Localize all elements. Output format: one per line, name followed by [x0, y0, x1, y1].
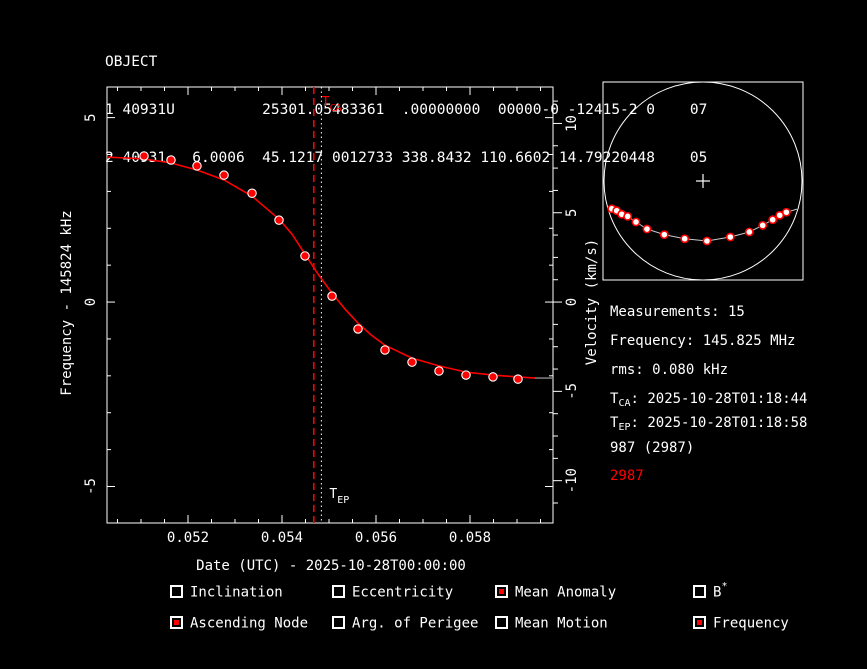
toggle-label: Eccentricity	[352, 584, 454, 601]
velocity-tick-label: 0	[564, 298, 580, 306]
data-point[interactable]	[513, 374, 523, 384]
velocity-tick-label: -10	[564, 468, 580, 493]
sky-data-point[interactable]	[702, 236, 712, 246]
sky-data-point[interactable]	[744, 227, 754, 237]
toggle-mean-motion[interactable]: Mean Motion	[495, 614, 608, 632]
sky-data-point[interactable]	[623, 211, 633, 221]
toggle-label: Frequency	[713, 615, 789, 632]
rms-value: rms: 0.080 kHz	[610, 362, 729, 378]
data-point[interactable]	[434, 366, 444, 376]
sky-plot	[602, 81, 804, 281]
toggle-label: Ascending Node	[190, 615, 309, 632]
freq-tick-label: 0	[83, 298, 99, 306]
toggle-ascending-node[interactable]: Ascending Node	[170, 614, 308, 632]
sky-data-point[interactable]	[725, 232, 735, 242]
x-axis-label: Date (UTC) - 2025-10-28T00:00:00	[196, 558, 466, 574]
x-tick-label: 0.054	[261, 530, 303, 546]
tep-label: TEP	[329, 487, 349, 506]
toggle-label: Mean Motion	[515, 615, 608, 632]
toggle-label: Inclination	[190, 584, 283, 601]
checkbox-icon[interactable]	[170, 585, 183, 599]
horizon-circle	[603, 81, 803, 281]
sky-data-point[interactable]	[642, 224, 652, 234]
checkbox-icon[interactable]	[495, 585, 508, 599]
tle-object-name: OBJECT	[105, 54, 158, 70]
x-tick-label: 0.056	[355, 530, 397, 546]
plot-frame	[106, 86, 554, 524]
checkbox-icon[interactable]	[332, 585, 345, 599]
checkbox-icon[interactable]	[693, 585, 706, 599]
data-point[interactable]	[353, 324, 363, 334]
checkbox-icon[interactable]	[495, 616, 508, 630]
data-point[interactable]	[274, 215, 284, 225]
sky-data-point[interactable]	[631, 217, 641, 227]
checkbox-icon[interactable]	[170, 616, 183, 630]
data-point[interactable]	[300, 251, 310, 261]
toggle-label: B*	[713, 581, 728, 601]
tep-timestamp: TEP: 2025-10-28T01:18:58	[610, 415, 808, 433]
doppler-plot[interactable]: 0.052 0.054 0.056 0.058 5 0 -5 10 5 0 -5 -10 Date (U…	[59, 86, 600, 574]
data-point[interactable]	[461, 370, 471, 380]
data-point[interactable]	[139, 151, 149, 161]
y-left-axis-label: Frequency - 145824 kHz	[59, 210, 75, 395]
tle-line1: 1 40931U 25301.05483361 .00000000 00000-…	[105, 102, 708, 118]
sky-data-point[interactable]	[758, 220, 768, 230]
reference-frequency: Frequency: 145.825 MHz	[610, 333, 796, 349]
toggle-frequency[interactable]: Frequency	[693, 614, 789, 632]
data-point[interactable]	[219, 170, 229, 180]
tca-label: TCA	[322, 95, 342, 114]
data-point[interactable]	[488, 372, 498, 382]
sky-data-point[interactable]	[768, 215, 778, 225]
sky-data-point[interactable]	[659, 230, 669, 240]
toggle-eccentricity[interactable]: Eccentricity	[332, 583, 453, 601]
data-point[interactable]	[327, 291, 337, 301]
velocity-tick-label: 5	[564, 209, 580, 217]
sky-data-point[interactable]	[680, 234, 690, 244]
velocity-tick-label: -5	[564, 383, 580, 400]
data-point[interactable]	[166, 155, 176, 165]
velocity-tick-label: 10	[564, 115, 580, 132]
data-point[interactable]	[192, 161, 202, 171]
toggle-bstar[interactable]: B*	[693, 581, 728, 601]
sky-data-point[interactable]	[781, 207, 791, 217]
y-right-axis-label: Velocity (km/s)	[584, 239, 600, 365]
tca-timestamp: TCA: 2025-10-28T01:18:44	[610, 391, 808, 409]
x-tick-label: 0.052	[167, 530, 209, 546]
checkbox-icon[interactable]	[693, 616, 706, 630]
toggle-arg-of-perigee[interactable]: Arg. of Perigee	[332, 614, 478, 632]
checkbox-icon[interactable]	[332, 616, 345, 630]
measurements-count: Measurements: 15	[610, 304, 745, 320]
data-point[interactable]	[247, 188, 257, 198]
toggle-label: Arg. of Perigee	[352, 615, 479, 632]
toggle-mean-anomaly[interactable]: Mean Anomaly	[495, 583, 616, 601]
toggle-label: Mean Anomaly	[515, 584, 617, 601]
catalog-number: 987 (2987)	[610, 440, 695, 456]
toggle-inclination[interactable]: Inclination	[170, 583, 283, 601]
data-point[interactable]	[380, 345, 390, 355]
freq-tick-label: 5	[83, 113, 99, 121]
data-point[interactable]	[407, 357, 417, 367]
selected-object-number: 2987	[610, 468, 644, 484]
x-tick-label: 0.058	[449, 530, 491, 546]
freq-tick-label: -5	[83, 478, 99, 495]
